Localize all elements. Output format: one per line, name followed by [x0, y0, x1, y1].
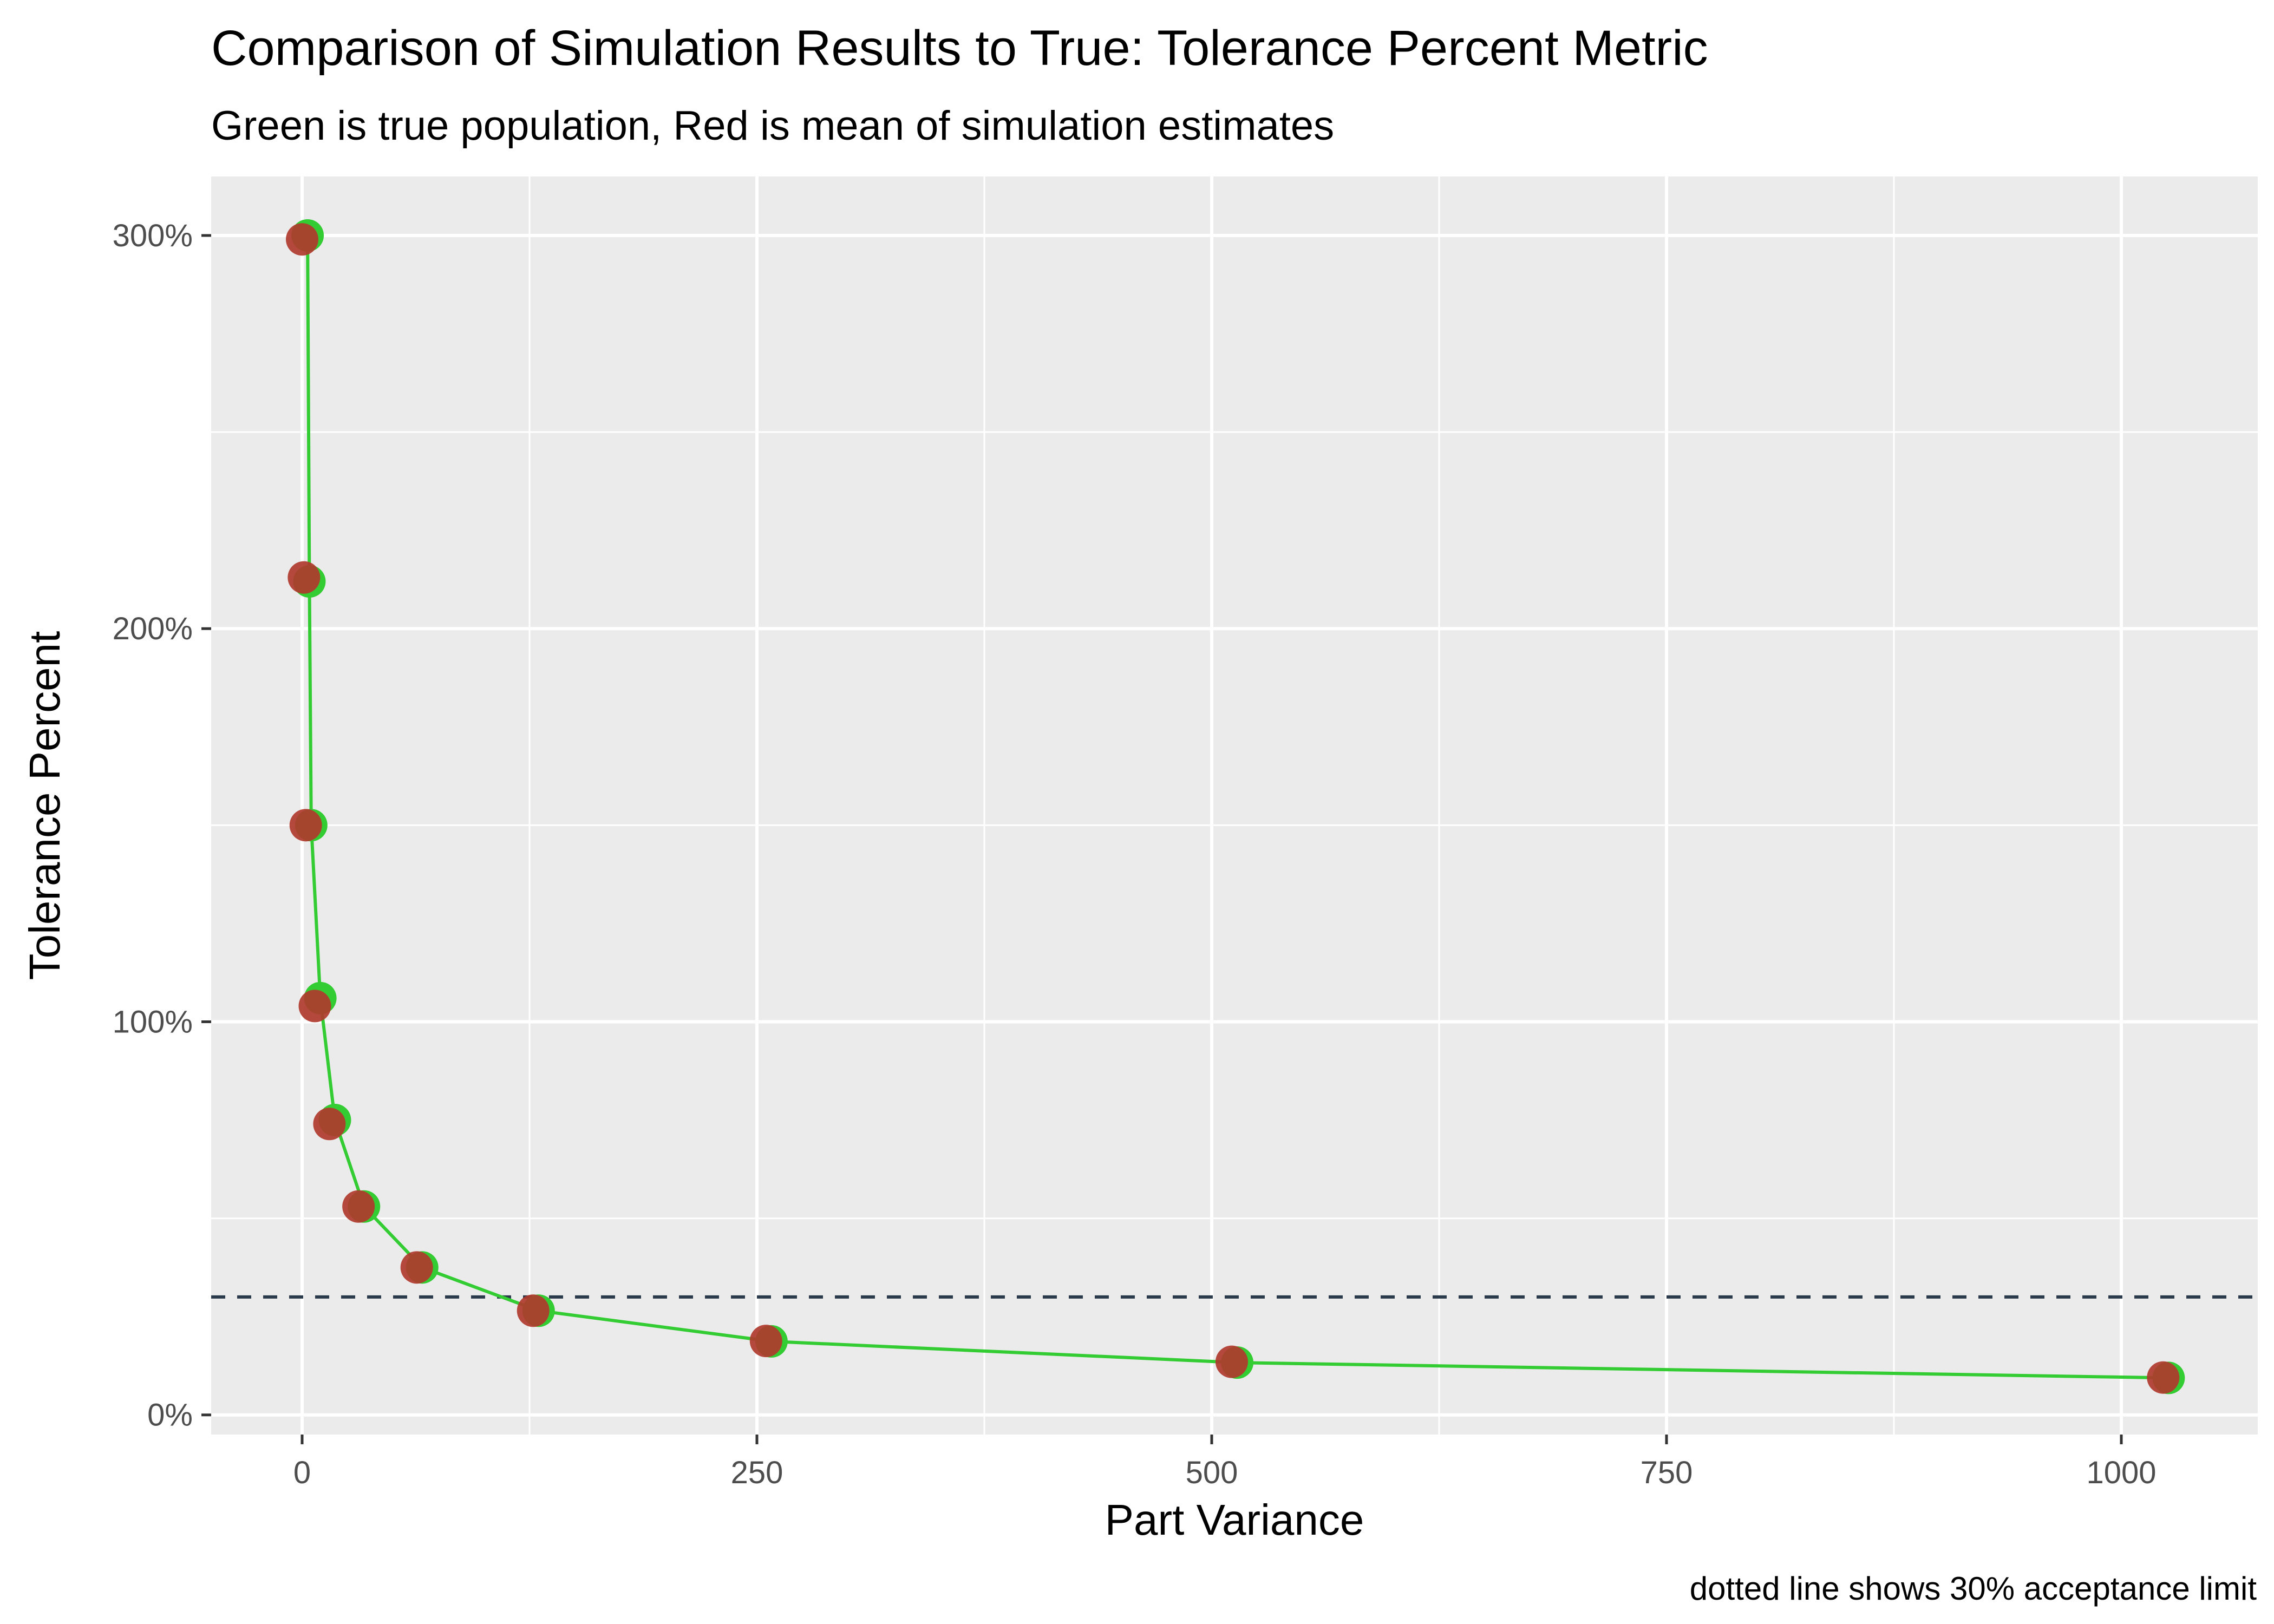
data-points	[286, 219, 2185, 1394]
x-tick-label: 250	[731, 1455, 783, 1490]
x-tick-label: 1000	[2086, 1455, 2156, 1490]
axis-ticks	[201, 234, 2123, 1444]
chart-caption: dotted line shows 30% acceptance limit	[1690, 1570, 2257, 1607]
y-tick-label: 300%	[113, 218, 193, 253]
plot-panel	[211, 176, 2258, 1435]
x-tick-label: 0	[293, 1455, 311, 1490]
major-gridlines	[211, 176, 2258, 1435]
data-point-simulation_mean	[517, 1294, 550, 1327]
x-axis-title: Part Variance	[1105, 1496, 1364, 1544]
x-tick-labels: 0 250 500 750 1000	[293, 1455, 2157, 1490]
x-tick-label: 750	[1641, 1455, 1693, 1490]
y-axis-title: Tolerance Percent	[21, 631, 69, 980]
data-point-simulation_mean	[313, 1108, 346, 1141]
chart-title: Comparison of Simulation Results to True…	[211, 21, 1708, 76]
y-tick-label: 200%	[113, 611, 193, 646]
data-point-simulation_mean	[342, 1190, 375, 1223]
data-point-simulation_mean	[400, 1251, 433, 1284]
x-tick-label: 500	[1186, 1455, 1238, 1490]
data-point-simulation_mean	[1215, 1345, 1248, 1378]
minor-gridlines	[211, 176, 2258, 1435]
data-point-simulation_mean	[749, 1325, 782, 1358]
data-point-simulation_mean	[286, 223, 318, 256]
y-tick-label: 0%	[147, 1398, 193, 1433]
data-point-simulation_mean	[287, 561, 321, 594]
data-point-simulation_mean	[2147, 1361, 2180, 1394]
data-point-simulation_mean	[289, 809, 322, 842]
chart-subtitle: Green is true population, Red is mean of…	[211, 103, 1334, 149]
y-tick-label: 100%	[113, 1004, 193, 1039]
data-point-simulation_mean	[298, 990, 331, 1023]
y-tick-labels: 0% 100% 200% 300%	[113, 218, 193, 1433]
